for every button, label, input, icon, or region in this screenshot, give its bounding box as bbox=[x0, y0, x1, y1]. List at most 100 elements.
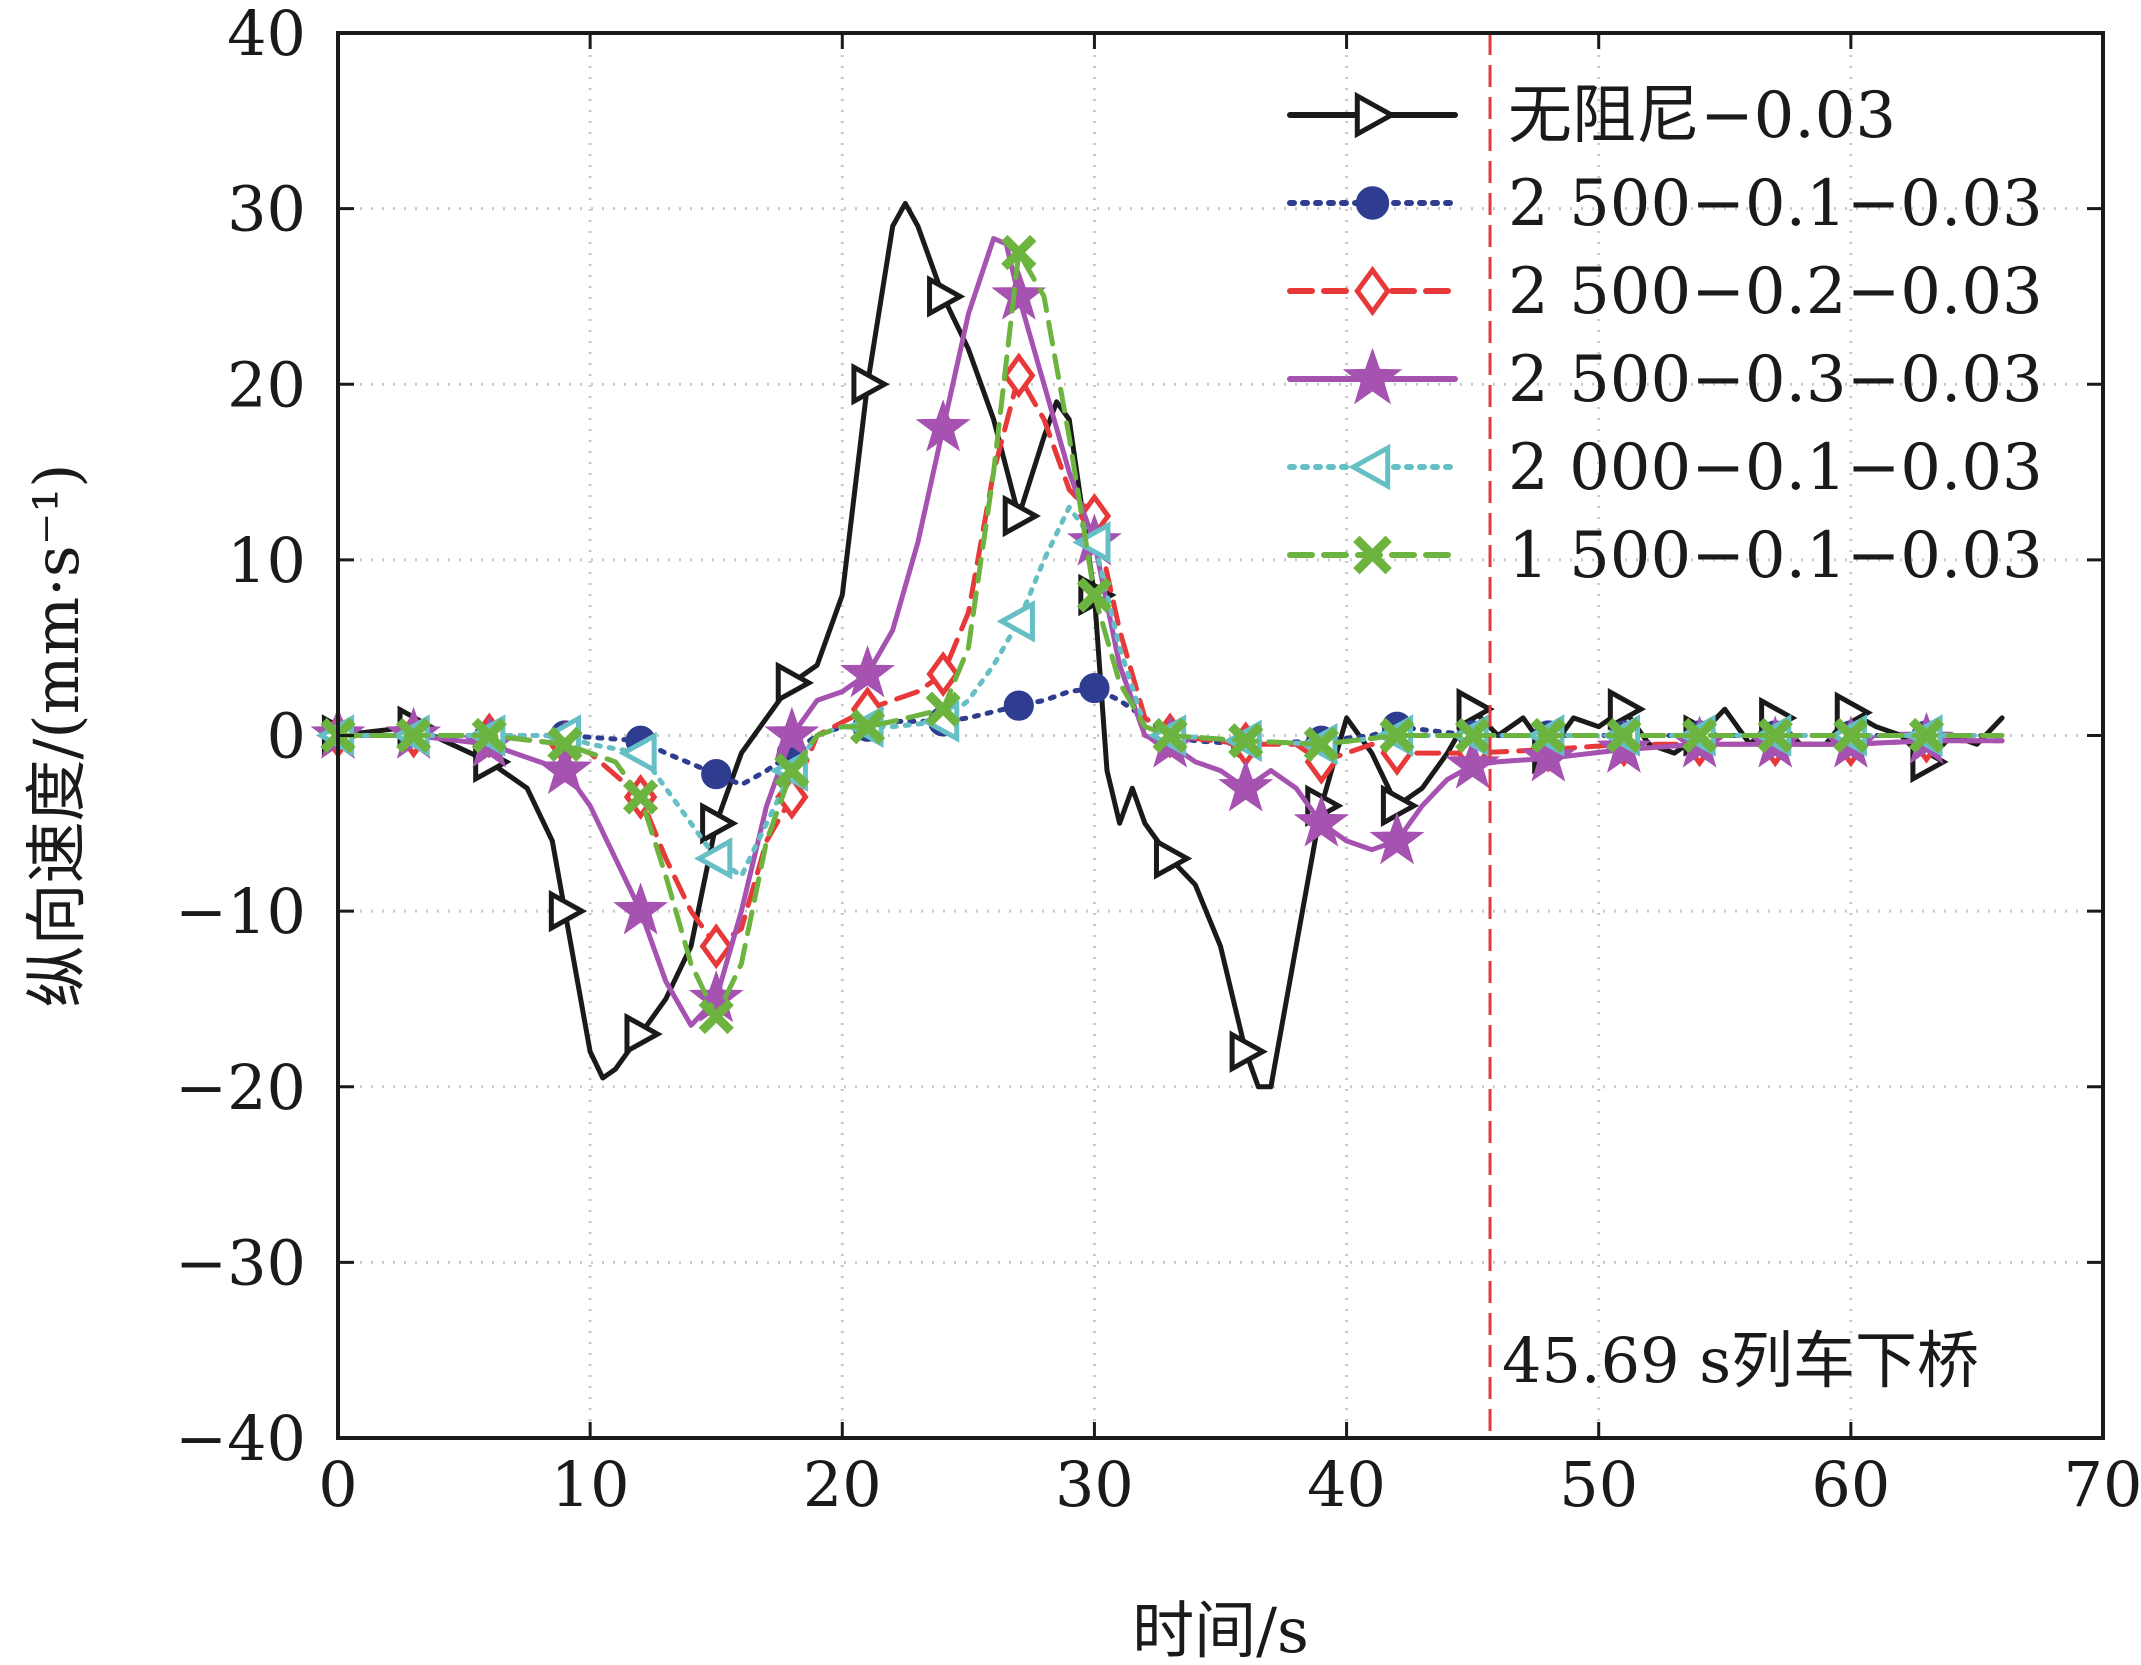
data-point bbox=[1455, 717, 1491, 754]
data-point bbox=[996, 600, 1035, 643]
data-point bbox=[1076, 577, 1113, 613]
data-point bbox=[548, 889, 588, 933]
reference-line-annotation: 45.69 s列车下桥 bbox=[1502, 1324, 1979, 1397]
data-point bbox=[1354, 265, 1391, 317]
x-tick-label: 70 bbox=[2064, 1448, 2141, 1521]
data-point bbox=[1355, 186, 1390, 220]
y-tick-label: −30 bbox=[175, 1226, 306, 1299]
series-1 bbox=[321, 200, 2005, 1090]
data-point bbox=[927, 275, 966, 318]
data-point bbox=[1380, 784, 1420, 827]
data-point bbox=[764, 706, 820, 759]
x-tick-label: 50 bbox=[1559, 1448, 1638, 1521]
series-6 bbox=[320, 234, 2005, 1035]
x-tick-label: 10 bbox=[551, 1448, 630, 1521]
x-axis-title: 时间/s bbox=[1132, 1594, 1309, 1665]
x-tick-label: 40 bbox=[1307, 1448, 1386, 1521]
data-point bbox=[1354, 91, 1397, 139]
series-line bbox=[335, 200, 2005, 1090]
y-tick-label: −20 bbox=[175, 1051, 306, 1124]
data-point bbox=[1079, 672, 1110, 704]
data-point bbox=[624, 1012, 663, 1056]
data-point bbox=[622, 779, 659, 815]
data-point bbox=[1001, 234, 1037, 271]
data-point bbox=[700, 802, 739, 845]
data-point bbox=[396, 717, 432, 754]
y-tick-label: 10 bbox=[227, 524, 306, 597]
data-point bbox=[471, 717, 507, 754]
legend-item: 2 500−0.3−0.03 bbox=[1287, 343, 2043, 417]
x-tick-label: 30 bbox=[1055, 1448, 1134, 1521]
data-point bbox=[775, 661, 815, 705]
data-point bbox=[688, 970, 744, 1023]
data-point bbox=[1293, 794, 1349, 847]
data-point bbox=[618, 731, 657, 775]
data-point bbox=[1833, 717, 1869, 754]
y-tick-label: 40 bbox=[227, 0, 306, 70]
data-point bbox=[1228, 723, 1264, 759]
legend-item: 1 500−0.1−0.03 bbox=[1287, 519, 2043, 593]
data-point bbox=[1606, 717, 1642, 754]
data-point bbox=[694, 837, 733, 880]
data-point bbox=[1152, 717, 1188, 754]
data-point bbox=[1348, 443, 1391, 491]
axis-ticks: 0 10 20 30 40 50 60 70 −40 −30 −20 −10 0 10 20 30 40 bbox=[175, 0, 2141, 1521]
data-point bbox=[1757, 717, 1793, 754]
data-point bbox=[1353, 535, 1392, 575]
data-point bbox=[849, 709, 886, 745]
data-point bbox=[840, 645, 895, 698]
data-point bbox=[698, 998, 734, 1035]
series-line bbox=[335, 373, 2005, 949]
data-point bbox=[547, 726, 583, 762]
data-point bbox=[1072, 521, 1111, 564]
data-point bbox=[1681, 717, 1718, 754]
data-point bbox=[1003, 690, 1034, 721]
data-point bbox=[1607, 687, 1647, 731]
x-tick-label: 20 bbox=[803, 1448, 882, 1521]
data-point bbox=[1303, 726, 1339, 762]
data-point bbox=[1002, 352, 1036, 399]
data-point bbox=[613, 882, 668, 935]
data-point bbox=[851, 363, 890, 406]
x-tick-label: 60 bbox=[1811, 1448, 1890, 1521]
legend-label: 无阻尼−0.03 bbox=[1508, 79, 1896, 153]
x-tick-label: 0 bbox=[318, 1448, 357, 1521]
data-point bbox=[1342, 347, 1403, 405]
legend-label: 2 500−0.3−0.03 bbox=[1508, 343, 2043, 417]
y-axis-title: 纵向速度/(mm·s⁻¹) bbox=[20, 464, 93, 1008]
data-point bbox=[926, 651, 960, 697]
legend-item: 2 500−0.2−0.03 bbox=[1287, 255, 2043, 329]
legend: 无阻尼−0.03 2 500−0.1−0.03 2 500−0.2−0.03 2 50… bbox=[1287, 79, 2043, 593]
data-point bbox=[991, 267, 1047, 320]
y-tick-label: −40 bbox=[175, 1402, 306, 1475]
data-point bbox=[699, 923, 733, 970]
data-point bbox=[1218, 759, 1274, 812]
legend-item: 2 500−0.1−0.03 bbox=[1287, 167, 2043, 241]
data-point bbox=[1445, 736, 1501, 789]
data-point bbox=[1153, 837, 1193, 880]
data-point bbox=[915, 399, 971, 452]
data-point bbox=[925, 691, 961, 727]
data-point bbox=[1229, 1030, 1268, 1073]
series-group bbox=[310, 200, 2005, 1090]
data-point bbox=[1456, 687, 1495, 731]
data-point bbox=[1002, 494, 1041, 538]
legend-label: 2 000−0.1−0.03 bbox=[1508, 431, 2043, 505]
data-point bbox=[1908, 717, 1945, 754]
legend-label: 1 500−0.1−0.03 bbox=[1508, 519, 2043, 593]
y-tick-label: 0 bbox=[267, 700, 306, 773]
legend-item: 无阻尼−0.03 bbox=[1287, 79, 1896, 153]
data-point bbox=[701, 759, 732, 790]
data-point bbox=[537, 741, 593, 794]
y-tick-label: 20 bbox=[227, 348, 306, 421]
y-tick-label: 30 bbox=[227, 173, 306, 246]
legend-label: 2 500−0.2−0.03 bbox=[1508, 255, 2043, 329]
data-point bbox=[1379, 717, 1415, 754]
legend-label: 2 500−0.1−0.03 bbox=[1508, 167, 2043, 241]
y-tick-label: −10 bbox=[175, 875, 306, 948]
legend-item: 2 000−0.1−0.03 bbox=[1287, 431, 2043, 505]
data-point bbox=[774, 752, 810, 789]
data-point bbox=[1530, 717, 1566, 754]
data-point bbox=[1369, 811, 1425, 865]
